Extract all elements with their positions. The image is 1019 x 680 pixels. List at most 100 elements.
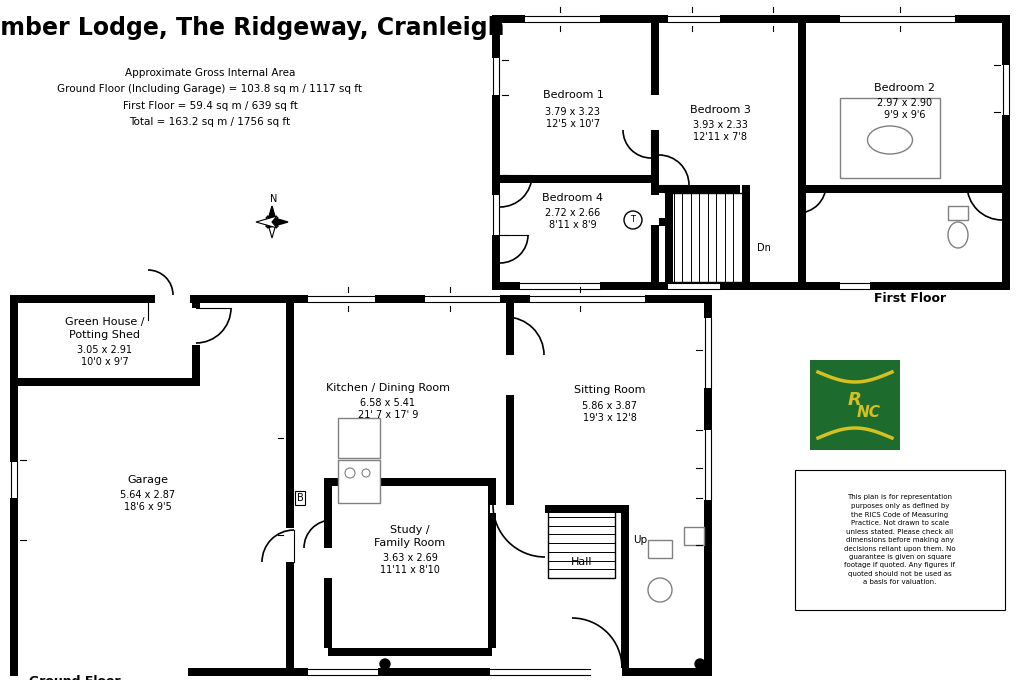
Bar xyxy=(324,548,331,578)
Bar xyxy=(337,418,380,458)
Text: 2.72 x 2.66: 2.72 x 2.66 xyxy=(545,208,600,218)
Circle shape xyxy=(694,659,704,669)
Text: Bedroom 1: Bedroom 1 xyxy=(542,90,603,100)
Bar xyxy=(501,357,510,395)
Bar xyxy=(664,185,673,282)
Bar xyxy=(794,470,1004,610)
Bar xyxy=(703,430,711,500)
Bar xyxy=(328,478,491,486)
Bar xyxy=(797,15,805,282)
Text: 18'6 x 9'5: 18'6 x 9'5 xyxy=(124,502,172,512)
Text: B: B xyxy=(297,493,303,503)
Text: Approximate Gross Internal Area
Ground Floor (Including Garage) = 103.8 sq m / 1: Approximate Gross Internal Area Ground F… xyxy=(57,68,362,127)
Bar xyxy=(491,175,654,183)
Text: Kitchen / Dining Room: Kitchen / Dining Room xyxy=(326,383,449,393)
Text: Study /: Study / xyxy=(390,525,429,535)
Text: This plan is for representation
purposes only as defined by
the RICS Code of Mea: This plan is for representation purposes… xyxy=(844,494,955,585)
Bar xyxy=(18,668,187,676)
Bar xyxy=(491,15,499,282)
Bar xyxy=(684,527,703,545)
Text: 12'5 x 10'7: 12'5 x 10'7 xyxy=(545,119,599,129)
Text: Bedroom 2: Bedroom 2 xyxy=(873,83,934,93)
Text: 11'11 x 8'10: 11'11 x 8'10 xyxy=(380,565,439,575)
Bar xyxy=(654,185,739,193)
Text: Garage: Garage xyxy=(127,475,168,485)
Text: Bedroom 3: Bedroom 3 xyxy=(689,105,750,115)
Bar xyxy=(520,282,599,290)
Bar xyxy=(10,378,18,668)
Text: 3.63 x 2.69: 3.63 x 2.69 xyxy=(382,553,437,563)
Bar xyxy=(487,478,495,648)
Bar xyxy=(10,668,711,676)
Text: Up: Up xyxy=(633,535,646,545)
Bar xyxy=(703,318,711,388)
Bar xyxy=(650,195,658,225)
Bar xyxy=(1001,15,1009,282)
Bar xyxy=(192,308,200,345)
Bar xyxy=(285,528,293,562)
Bar xyxy=(489,668,589,676)
Bar xyxy=(491,282,1009,290)
Text: 6.58 x 5.41: 6.58 x 5.41 xyxy=(360,398,415,408)
Bar xyxy=(530,295,644,303)
Text: 2.97 x 2.90: 2.97 x 2.90 xyxy=(876,98,931,108)
Bar xyxy=(809,360,899,450)
Text: Dn: Dn xyxy=(756,243,770,253)
Bar xyxy=(491,195,499,235)
Circle shape xyxy=(624,211,641,229)
Circle shape xyxy=(380,659,389,669)
Bar xyxy=(192,295,200,378)
Bar xyxy=(491,58,499,95)
Text: N: N xyxy=(270,194,277,204)
Text: Sitting Room: Sitting Room xyxy=(574,385,645,395)
Bar xyxy=(801,185,1009,193)
Circle shape xyxy=(344,468,355,478)
Bar xyxy=(621,505,629,668)
Bar xyxy=(328,648,491,656)
Ellipse shape xyxy=(866,126,912,154)
Bar xyxy=(654,218,664,226)
Polygon shape xyxy=(266,217,278,238)
Circle shape xyxy=(647,578,672,602)
Text: First Floor: First Floor xyxy=(873,292,946,305)
Text: 3.93 x 2.33: 3.93 x 2.33 xyxy=(692,120,747,130)
Bar xyxy=(308,668,378,676)
Text: Potting Shed: Potting Shed xyxy=(69,330,141,340)
Polygon shape xyxy=(266,206,278,227)
Bar xyxy=(667,282,719,290)
Bar xyxy=(505,355,514,395)
Bar xyxy=(667,15,719,23)
Text: 10'0 x 9'7: 10'0 x 9'7 xyxy=(82,357,128,367)
Ellipse shape xyxy=(947,222,967,248)
Text: 3.05 x 2.91: 3.05 x 2.91 xyxy=(77,345,132,355)
Bar xyxy=(741,185,749,282)
Text: 12'11 x 7'8: 12'11 x 7'8 xyxy=(692,132,746,142)
Text: R: R xyxy=(847,391,861,409)
Circle shape xyxy=(362,469,370,477)
Bar xyxy=(491,15,1009,23)
Text: Hall: Hall xyxy=(571,557,592,567)
Polygon shape xyxy=(256,216,277,228)
Text: 3.79 x 3.23: 3.79 x 3.23 xyxy=(545,107,600,117)
Text: NC: NC xyxy=(856,405,880,420)
Text: Family Room: Family Room xyxy=(374,538,445,548)
Bar xyxy=(525,15,599,23)
Text: 19'3 x 12'8: 19'3 x 12'8 xyxy=(583,413,636,423)
Polygon shape xyxy=(267,216,287,228)
Bar xyxy=(510,505,625,513)
Bar xyxy=(547,508,614,578)
Bar xyxy=(285,295,293,668)
Bar xyxy=(505,295,514,505)
Bar xyxy=(840,15,954,23)
Bar xyxy=(425,295,499,303)
Text: 5.86 x 3.87: 5.86 x 3.87 xyxy=(582,401,637,411)
Text: 5.64 x 2.87: 5.64 x 2.87 xyxy=(120,490,175,500)
Bar xyxy=(308,295,375,303)
Bar xyxy=(650,15,658,282)
Text: 9'9 x 9'6: 9'9 x 9'6 xyxy=(883,110,925,120)
Bar xyxy=(505,505,514,540)
Bar xyxy=(650,95,658,130)
Text: Ground Floor: Ground Floor xyxy=(30,675,120,680)
Text: Green House /: Green House / xyxy=(65,317,145,327)
Bar xyxy=(947,206,967,220)
